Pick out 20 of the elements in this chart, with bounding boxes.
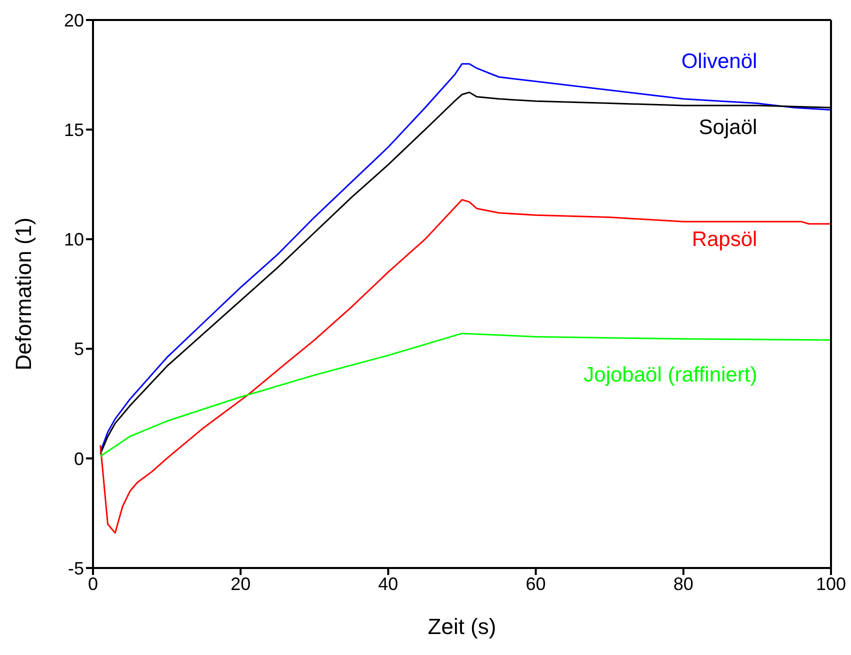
x-tick-label: 20 [230,574,251,594]
y-tick-label: 10 [64,230,84,250]
series-label: Jojobaöl (raffiniert) [584,364,758,387]
y-tick-label: 5 [74,339,84,360]
series-label: Rapsöl [692,228,758,251]
y-tick-label: 20 [64,10,84,30]
x-tick-label: 80 [673,574,694,594]
x-tick-label: 60 [526,574,546,594]
x-axis-title: Zeit (s) [428,614,496,639]
y-axis-title: Deformation (1) [10,218,36,370]
y-tick-label: -5 [68,558,84,578]
line-series [100,198,831,534]
x-tick-label: 0 [88,574,98,594]
x-tick-label: 100 [816,574,846,594]
line-series [100,332,831,457]
x-tick-label: 40 [378,574,398,594]
series-label: Olivenöl [681,50,758,74]
y-tick-label: 0 [74,448,84,469]
series-label: Sojaöl [698,116,758,139]
y-tick-label: 15 [64,120,84,140]
